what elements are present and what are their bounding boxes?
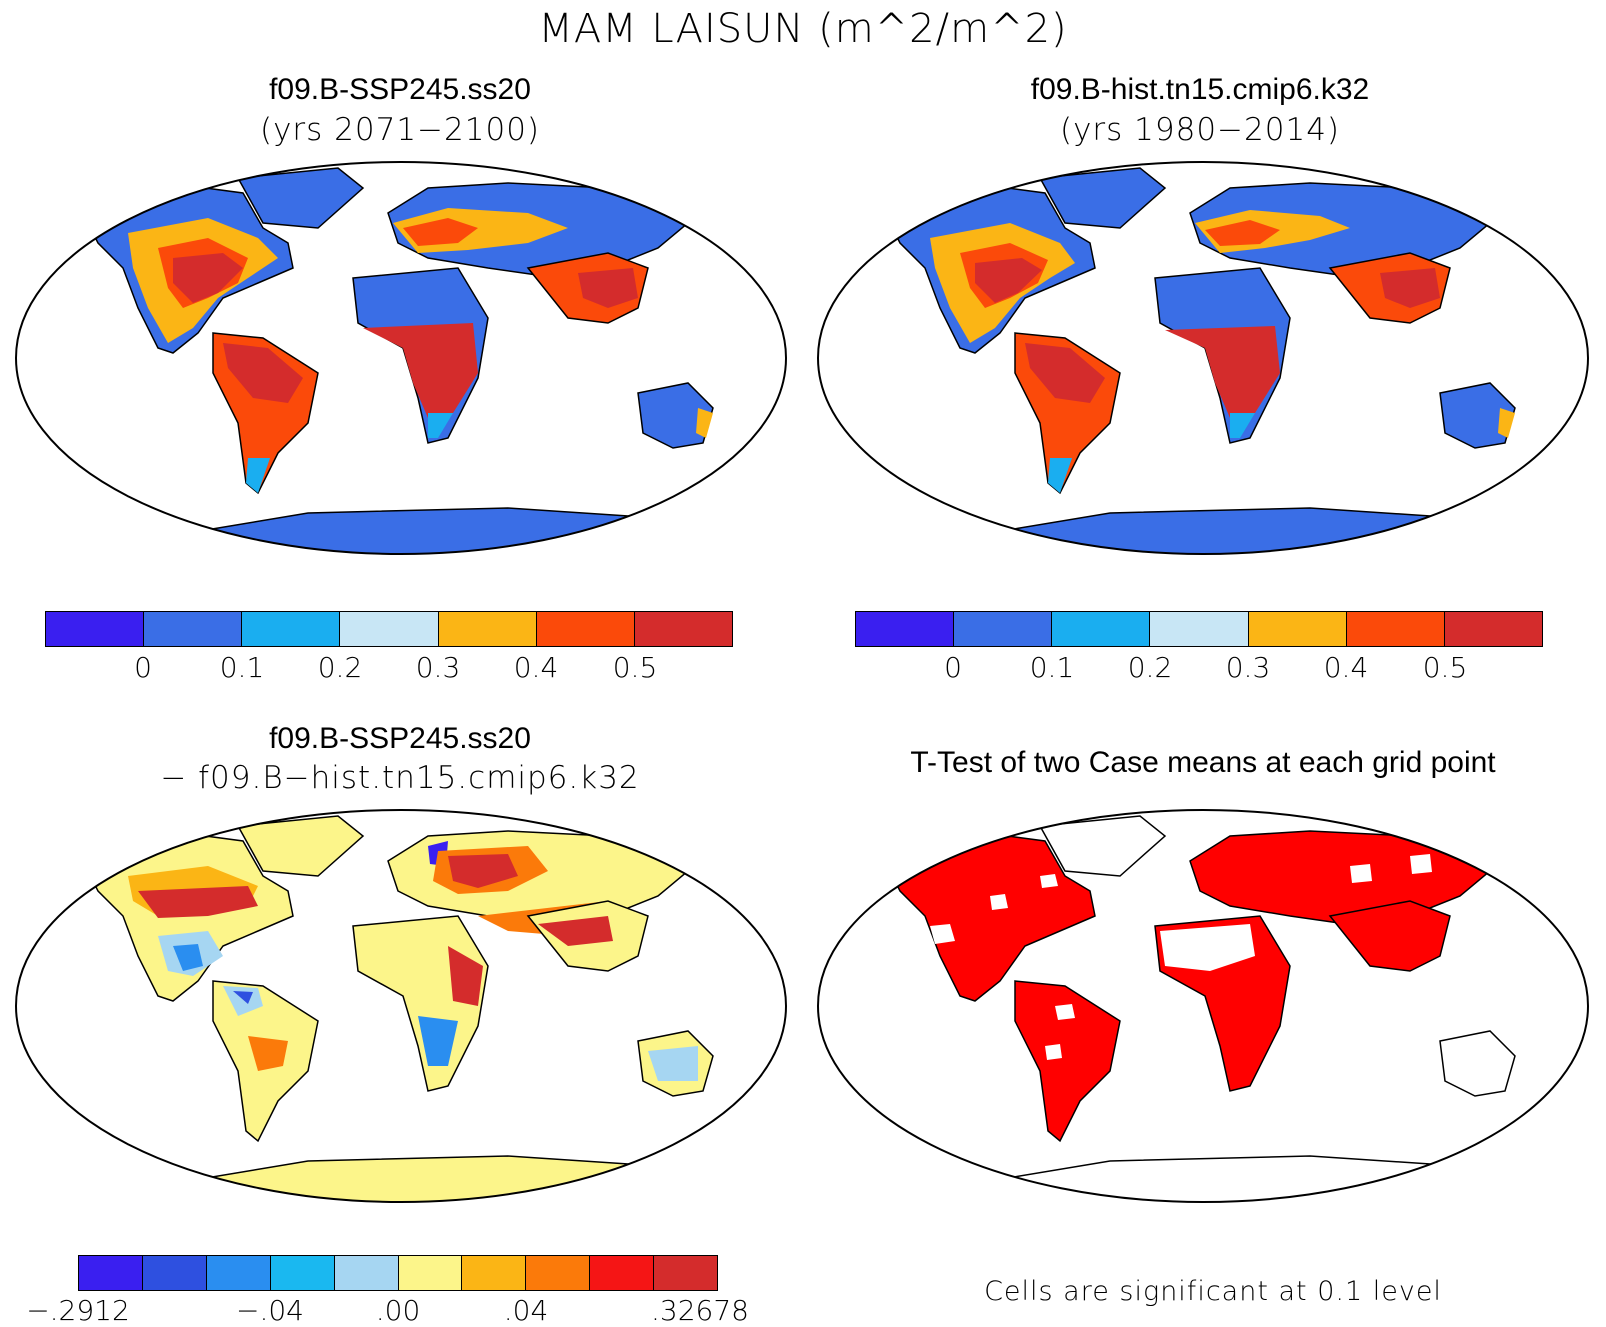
tick-label: 0	[944, 651, 962, 684]
tick-label: 0.1	[219, 651, 265, 684]
panel-diff-title: f09.B-SSP245.ss20	[269, 722, 531, 755]
colorbar-swatch	[46, 612, 145, 646]
colorbar-swatch	[438, 612, 537, 646]
colorbar-swatch	[462, 1256, 527, 1290]
colorbar-swatch	[144, 612, 243, 646]
tick-label: .32678	[651, 1294, 749, 1327]
colorbar-swatch	[1150, 612, 1249, 646]
colorbar-swatch	[398, 1256, 463, 1290]
tick-label: −.2912	[26, 1294, 130, 1327]
colorbar-swatch	[590, 1256, 655, 1290]
colorbar-swatch	[270, 1256, 335, 1290]
panel-case1-title: f09.B-SSP245.ss20	[269, 73, 531, 106]
colorbar-swatch	[536, 612, 635, 646]
tick-label: 0	[134, 651, 152, 684]
colorbar-swatch	[206, 1256, 271, 1290]
colorbar-swatch	[634, 612, 732, 646]
map-ttest	[817, 809, 1589, 1203]
panel-diff-subtitle: − f09.B−hist.tn15.cmip6.k32	[160, 760, 640, 796]
colorbar-swatch	[242, 612, 341, 646]
colorbar-swatch	[654, 1256, 718, 1290]
tick-label: 0.4	[513, 651, 559, 684]
panel-case1-subtitle: (yrs 2071−2100)	[259, 112, 541, 148]
colorbar-swatch	[340, 612, 439, 646]
colorbar-case2	[855, 611, 1543, 647]
colorbar-swatch	[79, 1256, 143, 1290]
tick-label: 0.2	[317, 651, 363, 684]
figure-title: MAM LAISUN (m^2/m^2)	[538, 6, 1068, 52]
tick-label: 0.4	[1323, 651, 1369, 684]
tick-label: .00	[375, 1294, 421, 1327]
colorbar-swatch	[334, 1256, 399, 1290]
colorbar-swatch	[1052, 612, 1151, 646]
tick-label: 0.2	[1127, 651, 1173, 684]
colorbar-case1	[45, 611, 733, 647]
colorbar-swatch	[526, 1256, 591, 1290]
colorbar-swatch	[1444, 612, 1542, 646]
map-case2	[817, 161, 1589, 555]
tick-label: 0.1	[1029, 651, 1075, 684]
map-case1	[15, 161, 787, 555]
panel-case2-title: f09.B-hist.tn15.cmip6.k32	[1030, 73, 1370, 106]
colorbar-case1-ticks: 0 0.1 0.2 0.3 0.4 0.5	[45, 651, 733, 687]
tick-label: 0.5	[1422, 651, 1468, 684]
significance-note: Cells are significant at 0.1 level	[984, 1276, 1442, 1307]
colorbar-swatch	[1248, 612, 1347, 646]
colorbar-difference	[78, 1255, 718, 1291]
colorbar-difference-ticks: −.2912 −.04 .00 .04 .32678	[26, 1294, 749, 1327]
panel-case2-subtitle: (yrs 1980−2014)	[1059, 112, 1341, 148]
tick-label: −.04	[236, 1294, 304, 1327]
tick-label: 0.3	[415, 651, 461, 684]
colorbar-swatch	[1346, 612, 1445, 646]
colorbar-swatch	[954, 612, 1053, 646]
tick-label: 0.3	[1225, 651, 1271, 684]
colorbar-swatch	[856, 612, 955, 646]
map-difference	[15, 809, 787, 1203]
tick-label: .04	[503, 1294, 549, 1327]
panel-ttest-title: T-Test of two Case means at each grid po…	[910, 746, 1496, 779]
colorbar-case2-ticks: 0 0.1 0.2 0.3 0.4 0.5	[855, 651, 1543, 687]
colorbar-swatch	[142, 1256, 207, 1290]
tick-label: 0.5	[612, 651, 658, 684]
